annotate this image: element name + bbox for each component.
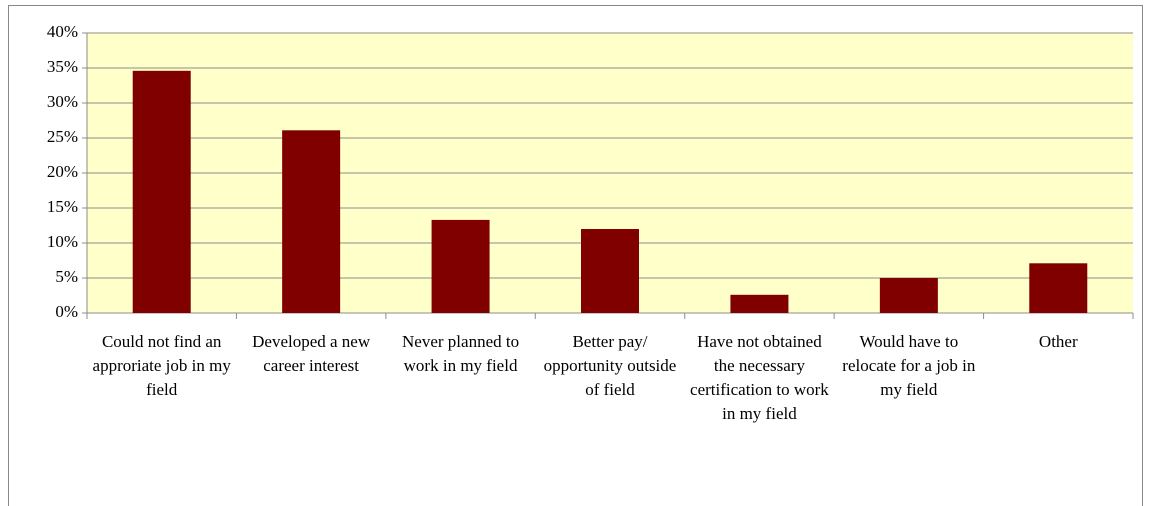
chart-border	[8, 5, 1143, 506]
x-tick-label: Better pay/ opportunity outside of field	[543, 332, 677, 399]
bar	[879, 278, 938, 313]
bar	[132, 70, 191, 313]
y-tick-label: 10%	[47, 232, 78, 251]
bar	[581, 229, 639, 313]
x-tick-label: Could not find an approriate job in my f…	[92, 332, 231, 399]
y-tick-label: 40%	[47, 22, 78, 41]
y-tick-label: 20%	[47, 162, 78, 181]
y-tick-label: 30%	[47, 92, 78, 111]
x-tick-label: Other	[1038, 332, 1078, 351]
y-tick-label: 15%	[47, 197, 78, 216]
bar	[431, 219, 490, 313]
y-tick-label: 35%	[47, 57, 78, 76]
y-tick-label: 5%	[55, 267, 78, 286]
x-tick-label: Developed a new career interest	[252, 332, 371, 375]
bar	[1029, 263, 1088, 313]
x-tick-label: Never planned to work in my field	[402, 332, 520, 375]
x-tick-label: Would have to relocate for a job in my f…	[842, 332, 976, 399]
bar	[282, 130, 341, 313]
y-tick-label: 25%	[47, 127, 78, 146]
bar	[730, 294, 789, 313]
y-tick-label: 0%	[55, 302, 78, 321]
x-tick-label: Have not obtained the necessary certific…	[690, 332, 829, 423]
